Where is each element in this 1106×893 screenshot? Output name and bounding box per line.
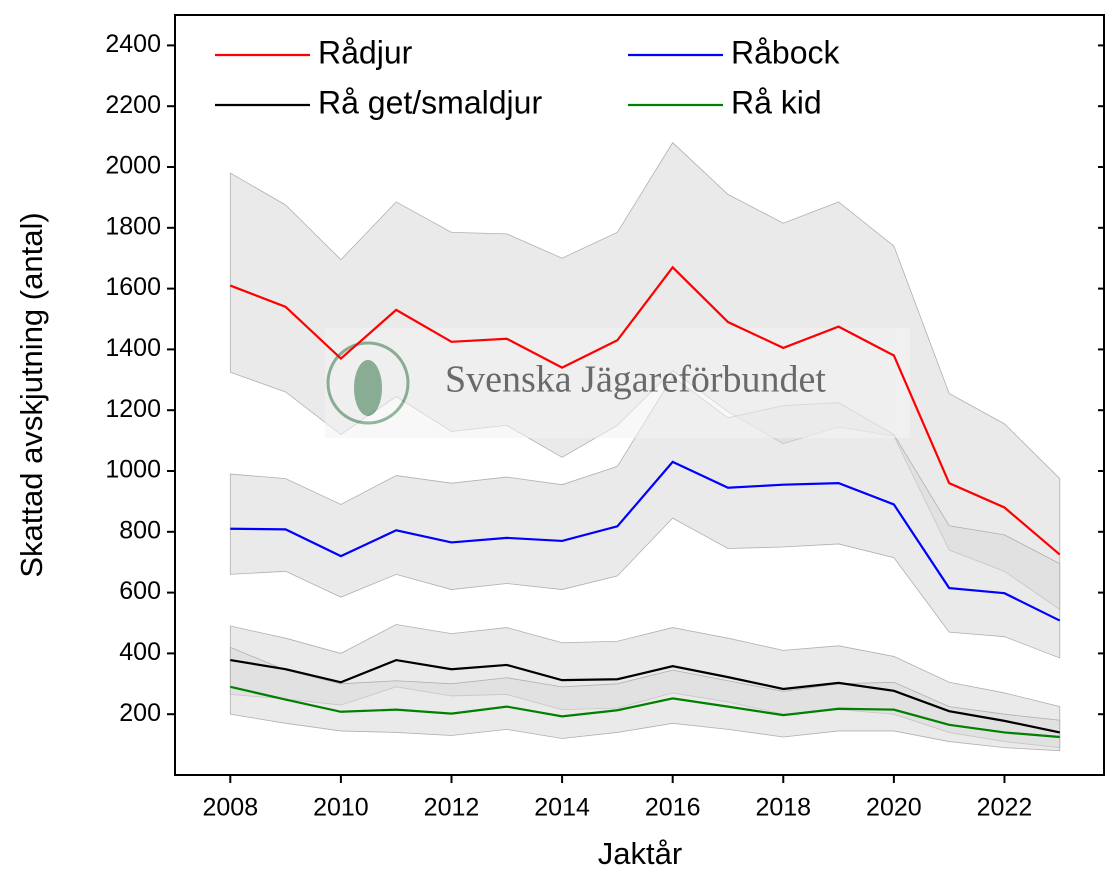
watermark-bird [354, 360, 382, 416]
confidence-band [229, 376, 1061, 659]
y-tick-label: 2000 [105, 152, 161, 180]
y-tick-label: 200 [119, 699, 161, 727]
x-tick-label: 2014 [534, 794, 590, 822]
x-tick-label: 2018 [755, 794, 811, 822]
legend-label: Rå get/smaldjur [318, 84, 542, 120]
series-line [230, 460, 1061, 622]
x-tick-label: 2022 [977, 794, 1033, 822]
y-tick-label: 800 [119, 516, 161, 544]
y-tick-label: 1800 [105, 212, 161, 240]
y-axis-label: Skattad avskjutning (antal) [14, 212, 49, 577]
series-line [230, 685, 1060, 739]
legend-label: Rådjur [318, 34, 413, 70]
y-tick-label: 1200 [105, 395, 161, 423]
watermark-text: Svenska Jägareförbundet [445, 359, 826, 401]
watermark-logo [326, 341, 410, 425]
y-tick-label: 2400 [105, 30, 161, 58]
confidence-band [229, 646, 1061, 752]
y-tick-label: 1600 [105, 273, 161, 301]
y-tick-label: 1400 [105, 334, 161, 362]
y-tick-label: 2200 [105, 91, 161, 119]
y-tick-label: 600 [119, 577, 161, 605]
x-axis-label: Jaktår [598, 836, 682, 871]
x-tick-label: 2010 [313, 794, 369, 822]
y-tick-label: 1000 [105, 456, 161, 484]
x-tick-label: 2012 [424, 794, 480, 822]
legend-label: Råbock [731, 34, 841, 70]
legend-label: Rå kid [731, 84, 822, 120]
series-line [230, 658, 1060, 734]
watermark: Svenska Jägareförbundet [325, 328, 910, 438]
plot-frame [174, 14, 1105, 776]
watermark-bg [325, 328, 910, 438]
x-tick-label: 2016 [645, 794, 701, 822]
x-tick-label: 2020 [866, 794, 922, 822]
series-line [229, 265, 1061, 556]
y-tick-label: 400 [119, 638, 161, 666]
x-tick-label: 2008 [202, 794, 258, 822]
